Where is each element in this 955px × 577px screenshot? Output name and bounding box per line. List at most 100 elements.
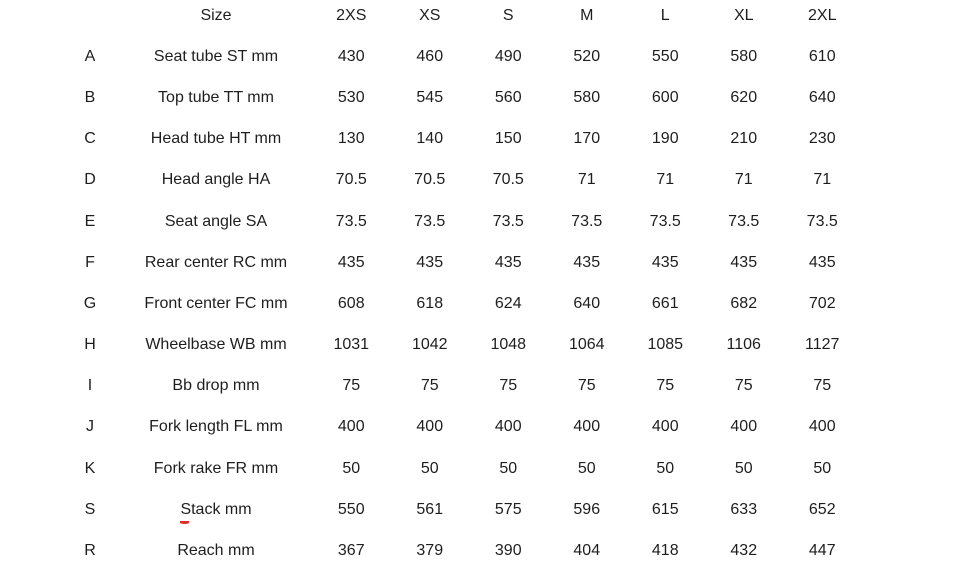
- column-header: L: [660, 6, 670, 24]
- cell-value: 400: [651, 418, 679, 436]
- row-label: Reach mm: [177, 542, 255, 560]
- cell-value: 75: [734, 377, 753, 395]
- cell-value: 1042: [411, 336, 448, 354]
- cell-value: 682: [730, 294, 758, 312]
- cell-value: 615: [651, 500, 679, 518]
- cell-value: 550: [337, 500, 365, 518]
- cell-value: 620: [730, 88, 758, 106]
- cell-value: 73.5: [806, 212, 838, 230]
- cell-value: 702: [808, 294, 836, 312]
- cell-value: 70.5: [492, 171, 524, 189]
- row-label: Head tube HT mm: [150, 130, 282, 148]
- row-letter: C: [84, 130, 96, 148]
- cell-value: 530: [337, 88, 365, 106]
- row-letter: G: [83, 294, 97, 312]
- cell-value: 75: [342, 377, 361, 395]
- cell-value: 1127: [805, 336, 840, 354]
- row-label: Rear center RC mm: [144, 253, 288, 271]
- cell-value: 1106: [726, 336, 761, 354]
- row-label: Head angle HA: [161, 171, 271, 189]
- cell-value: 545: [416, 88, 444, 106]
- row-letter: S: [84, 500, 96, 518]
- cell-value: 70.5: [414, 171, 446, 189]
- cell-value: 400: [494, 418, 522, 436]
- cell-value: 435: [416, 253, 444, 271]
- row-label: Seat angle SA: [164, 212, 268, 230]
- row-letter: F: [85, 253, 95, 271]
- cell-value: 400: [416, 418, 444, 436]
- cell-value: 608: [337, 294, 365, 312]
- cell-value: 70.5: [335, 171, 367, 189]
- cell-value: 73.5: [335, 212, 367, 230]
- cell-value: 390: [494, 542, 522, 560]
- cell-value: 400: [730, 418, 758, 436]
- cell-value: 490: [494, 47, 522, 65]
- cell-value: 580: [573, 88, 601, 106]
- row-label: Seat tube ST mm: [153, 47, 279, 65]
- cell-value: 447: [808, 542, 836, 560]
- column-header: 2XS: [336, 6, 367, 24]
- cell-value: 575: [494, 500, 522, 518]
- cell-value: 596: [573, 500, 601, 518]
- row-letter: E: [84, 212, 96, 230]
- column-header: 2XL: [808, 6, 837, 24]
- cell-value: 400: [337, 418, 365, 436]
- cell-value: 460: [416, 47, 444, 65]
- column-header: XS: [419, 6, 441, 24]
- row-label: Wheelbase WB mm: [145, 336, 287, 354]
- cell-value: 50: [656, 459, 675, 477]
- cell-value: 75: [420, 377, 439, 395]
- row-letter: B: [84, 88, 96, 106]
- cell-value: 520: [573, 47, 601, 65]
- cell-value: 71: [656, 171, 675, 189]
- cell-value: 400: [808, 418, 836, 436]
- cell-value: 230: [808, 130, 836, 148]
- cell-value: 430: [337, 47, 365, 65]
- cell-value: 367: [337, 542, 365, 560]
- cell-value: 140: [416, 130, 444, 148]
- cell-value: 75: [499, 377, 518, 395]
- cell-value: 661: [651, 294, 679, 312]
- row-letter: D: [84, 171, 96, 189]
- row-label: Bb drop mm: [172, 377, 260, 395]
- cell-value: 435: [573, 253, 601, 271]
- row-label: Fork rake FR mm: [153, 459, 279, 477]
- cell-value: 50: [420, 459, 439, 477]
- cell-value: 75: [656, 377, 675, 395]
- cell-value: 379: [416, 542, 444, 560]
- cell-value: 130: [337, 130, 365, 148]
- cell-value: 633: [730, 500, 758, 518]
- cell-value: 400: [573, 418, 601, 436]
- row-letter: A: [84, 47, 96, 65]
- row-letter: H: [84, 336, 96, 354]
- row-label: Top tube TT mm: [158, 88, 274, 106]
- cell-value: 150: [494, 130, 522, 148]
- cell-value: 610: [808, 47, 836, 65]
- cell-value: 73.5: [728, 212, 760, 230]
- row-label: Fork length FL mm: [149, 418, 283, 436]
- cell-value: 561: [416, 500, 444, 518]
- cell-value: 73.5: [414, 212, 446, 230]
- cell-value: 640: [573, 294, 601, 312]
- cell-value: 640: [808, 88, 836, 106]
- spellcheck-underline-mark: [180, 521, 189, 524]
- cell-value: 1031: [333, 336, 370, 354]
- cell-value: 75: [577, 377, 596, 395]
- cell-value: 71: [734, 171, 753, 189]
- cell-value: 418: [651, 542, 679, 560]
- cell-value: 71: [813, 171, 832, 189]
- cell-value: 50: [577, 459, 596, 477]
- cell-value: 73.5: [649, 212, 681, 230]
- column-header: XL: [733, 6, 754, 24]
- cell-value: 73.5: [492, 212, 524, 230]
- row-letter: K: [84, 459, 96, 477]
- cell-value: 170: [573, 130, 601, 148]
- cell-value: 435: [730, 253, 758, 271]
- cell-value: 652: [808, 500, 836, 518]
- cell-value: 435: [494, 253, 522, 271]
- cell-value: 71: [577, 171, 596, 189]
- cell-value: 50: [813, 459, 832, 477]
- cell-value: 50: [499, 459, 518, 477]
